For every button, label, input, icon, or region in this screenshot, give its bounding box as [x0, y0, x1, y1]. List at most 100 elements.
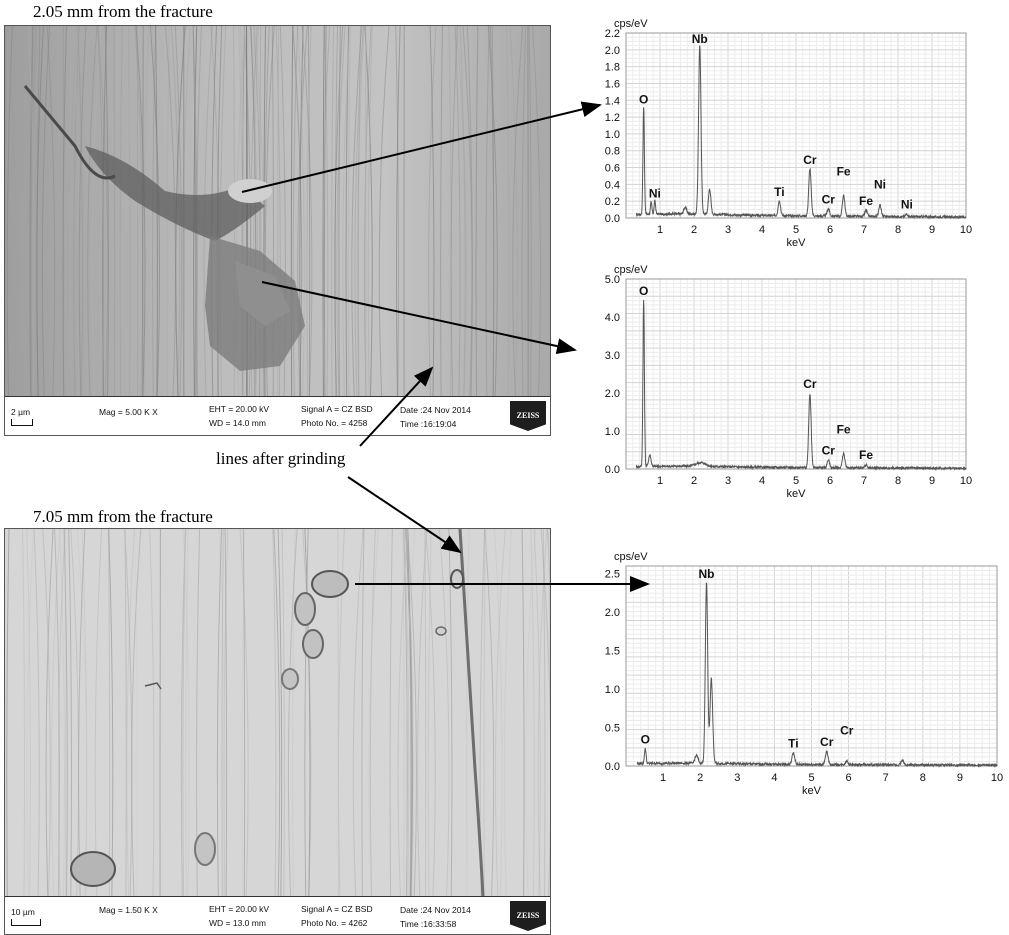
y-tick-label: 1.4	[605, 95, 620, 107]
eds-spectrum-1: 0.0 0.2 0.4 0.6 0.8 1.0 1.2 1.4 1.6 1.8 2.0 2.2 1 2 3 4…	[605, 18, 972, 248]
y-axis-label: cps/eV	[614, 264, 648, 276]
x-tick-label: 2	[697, 772, 703, 784]
x-axis-label: keV	[787, 237, 807, 248]
peak-label: Ni	[649, 187, 661, 201]
scale-bar-bottom	[11, 919, 41, 926]
peak-label: Ti	[788, 736, 798, 750]
scale-label-bottom: 10 µm	[11, 907, 35, 917]
x-tick-label: 7	[883, 772, 889, 784]
peak-label: Fe	[859, 194, 873, 208]
x-tick-label: 8	[895, 475, 901, 487]
peak-label: Ti	[774, 185, 784, 199]
time-bottom: Time :16:33:58	[400, 919, 457, 929]
eds-spectrum-2: 0.0 1.0 2.0 3.0 4.0 5.0 1 2 3 4 5 6 7 8 9 10 cps/eV keV O C…	[605, 264, 972, 500]
y-tick-label: 1.0	[605, 684, 620, 696]
peak-label: Cr	[822, 443, 836, 457]
caption-bottom: 7.05 mm from the fracture	[33, 507, 213, 526]
x-tick-label: 3	[725, 224, 731, 236]
peak-label: Fe	[859, 448, 873, 462]
peak-label: Ni	[901, 197, 913, 211]
peak-label: O	[641, 733, 650, 747]
peak-label: Nb	[692, 32, 708, 46]
y-tick-label: 1.5	[605, 646, 620, 658]
eht-top: EHT = 20.00 kV	[209, 404, 270, 414]
x-tick-label: 10	[960, 475, 972, 487]
peak-label: Cr	[822, 192, 836, 206]
y-tick-label: 0.0	[605, 464, 620, 476]
y-tick-label: 1.0	[605, 129, 620, 141]
peak-label: Cr	[840, 723, 854, 737]
peak-label: Cr	[820, 735, 834, 749]
peak-label: Fe	[837, 423, 851, 437]
signal-bottom: Signal A = CZ BSD	[301, 904, 373, 914]
zeiss-logo-bottom: ZEISS	[510, 901, 546, 931]
y-tick-label: 2.0	[605, 607, 620, 619]
x-tick-label: 6	[846, 772, 852, 784]
x-tick-label: 5	[793, 224, 799, 236]
y-tick-label: 2.0	[605, 388, 620, 400]
x-tick-label: 3	[725, 475, 731, 487]
y-tick-label: 2.0	[605, 45, 620, 57]
scale-bar-top	[11, 419, 33, 426]
sem-databar-bottom: 10 µm Mag = 1.50 K X EHT = 20.00 kV WD =…	[5, 896, 550, 934]
x-tick-label: 7	[861, 224, 867, 236]
x-tick-label: 9	[929, 224, 935, 236]
mag-bottom: Mag = 1.50 K X	[99, 905, 158, 915]
time-top: Time :16:19:04	[400, 419, 457, 429]
x-tick-label: 10	[960, 224, 972, 236]
spectrum-line	[636, 582, 998, 768]
eht-bottom: EHT = 20.00 kV	[209, 904, 270, 914]
x-axis-label: keV	[802, 785, 822, 797]
grid	[626, 566, 997, 766]
y-tick-label: 0.5	[605, 723, 620, 735]
y-tick-label: 0.4	[605, 179, 620, 191]
y-axis-label: cps/eV	[614, 551, 648, 563]
caption-lines-after-grinding: lines after grinding	[216, 449, 346, 468]
photo-bottom: Photo No. = 4262	[301, 918, 368, 928]
x-tick-label: 2	[691, 475, 697, 487]
x-tick-label: 6	[827, 475, 833, 487]
x-tick-label: 4	[771, 772, 777, 784]
x-tick-label: 1	[657, 224, 663, 236]
y-tick-label: 1.2	[605, 112, 620, 124]
x-tick-label: 8	[920, 772, 926, 784]
y-tick-label: 1.8	[605, 62, 620, 74]
mag-top: Mag = 5.00 K X	[99, 407, 158, 417]
y-tick-label: 1.0	[605, 426, 620, 438]
x-tick-label: 5	[808, 772, 814, 784]
x-axis-label: keV	[787, 488, 807, 500]
zeiss-logo-top: ZEISS	[510, 401, 546, 431]
peak-label: Cr	[803, 377, 817, 391]
wd-top: WD = 14.0 mm	[209, 418, 266, 428]
x-tick-label: 7	[861, 475, 867, 487]
peak-label: Fe	[837, 165, 851, 179]
spectrum-line	[636, 45, 966, 220]
y-tick-label: 0.0	[605, 761, 620, 773]
x-tick-label: 10	[991, 772, 1003, 784]
scale-label-top: 2 µm	[11, 407, 31, 417]
caption-top: 2.05 mm from the fracture	[33, 2, 213, 21]
peak-label: O	[639, 92, 648, 106]
signal-top: Signal A = CZ BSD	[301, 404, 373, 414]
y-axis-label: cps/eV	[614, 18, 648, 30]
grid	[626, 279, 966, 469]
date-bottom: Date :24 Nov 2014	[400, 905, 471, 915]
y-tick-label: 0.0	[605, 213, 620, 225]
wd-bottom: WD = 13.0 mm	[209, 918, 266, 928]
y-tick-label: 5.0	[605, 274, 620, 286]
y-tick-label: 0.6	[605, 163, 620, 175]
peak-label: O	[639, 284, 648, 298]
y-tick-label: 3.0	[605, 350, 620, 362]
peak-label: Nb	[699, 567, 715, 581]
sem-surface-top	[5, 26, 550, 396]
y-tick-label: 2.2	[605, 28, 620, 40]
x-tick-label: 6	[827, 224, 833, 236]
x-tick-label: 8	[895, 224, 901, 236]
peak-label: Ni	[874, 177, 886, 191]
x-tick-label: 1	[660, 772, 666, 784]
plot-frame	[625, 32, 967, 219]
plot-frame	[625, 565, 998, 767]
x-tick-label: 4	[759, 475, 765, 487]
sem-surface-bottom	[5, 529, 550, 897]
sem-image-top: 2 µm Mag = 5.00 K X EHT = 20.00 kV WD = …	[4, 25, 551, 436]
